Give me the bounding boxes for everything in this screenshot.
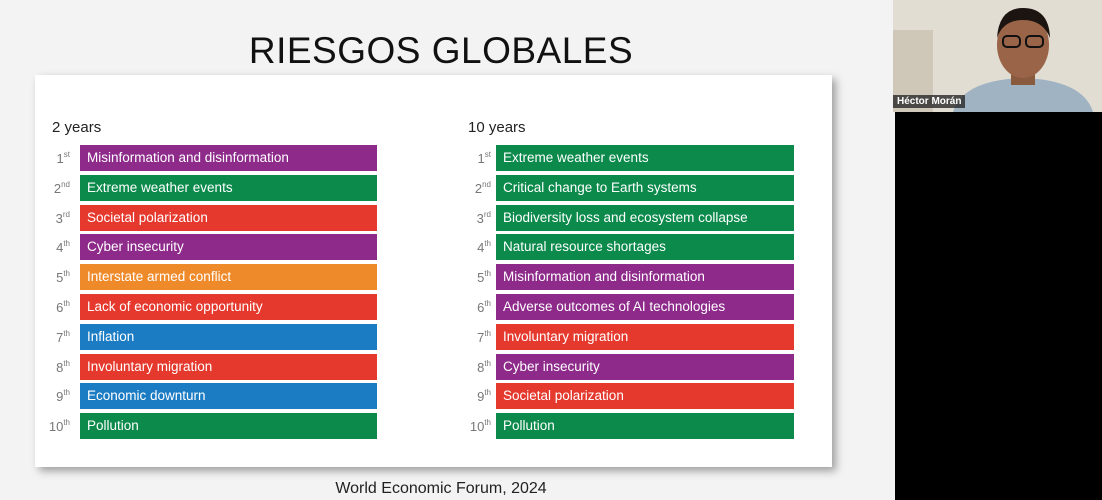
rank-suffix: nd <box>482 179 491 189</box>
rank-suffix: th <box>484 418 491 428</box>
rank-number: 7 <box>56 329 64 345</box>
slide-title: RIESGOS GLOBALES <box>248 30 634 71</box>
rank-suffix: th <box>63 388 70 398</box>
risk-bar: Adverse outcomes of AI technologies <box>496 294 794 320</box>
risk-bar: Misinformation and disinformation <box>80 145 377 171</box>
empty-video-area <box>895 112 1102 500</box>
rank: 7th <box>30 329 70 345</box>
rank: 10th <box>451 418 491 434</box>
risk-bar: Misinformation and disinformation <box>496 264 794 291</box>
risk-bar: Lack of economic opportunity <box>80 294 377 320</box>
risk-bar: Societal polarization <box>496 383 794 410</box>
rank-number: 1 <box>477 151 485 166</box>
rank: 3rd <box>451 210 491 226</box>
rank: 2nd <box>30 180 70 196</box>
participant-video <box>893 0 1102 112</box>
rank-suffix: th <box>63 269 70 279</box>
risk-bar: Biodiversity loss and ecosystem collapse <box>496 204 794 231</box>
rank-number: 4 <box>477 240 485 256</box>
rank-suffix: st <box>63 150 70 159</box>
rank-number: 9 <box>477 389 485 405</box>
rank: 8th <box>30 359 70 375</box>
rank: 5th <box>451 269 491 285</box>
rank-suffix: nd <box>61 179 70 189</box>
shirt <box>953 78 1093 112</box>
glasses-right <box>1025 35 1044 48</box>
risk-bar: Societal polarization <box>80 204 377 231</box>
rank-number: 10 <box>469 419 485 435</box>
risk-bar: Inflation <box>80 323 377 350</box>
rank: 4th <box>451 239 491 255</box>
rank-suffix: th <box>484 239 491 249</box>
rank-number: 3 <box>476 210 484 226</box>
risk-bar: Extreme weather events <box>80 174 377 201</box>
rank-number: 10 <box>48 419 64 435</box>
rank-suffix: th <box>63 358 70 368</box>
rank-suffix: st <box>484 150 491 159</box>
rank: 6th <box>30 299 70 315</box>
risk-bar: Involuntary migration <box>80 353 377 380</box>
rank-suffix: th <box>63 299 70 308</box>
rank: 9th <box>30 388 70 404</box>
column-heading: 10 years <box>468 119 526 136</box>
rank-suffix: th <box>63 239 70 249</box>
participant-name: Héctor Morán <box>893 95 966 108</box>
risk-bar: Economic downturn <box>80 383 377 410</box>
rank-number: 4 <box>56 240 64 256</box>
rank: 5th <box>30 269 70 285</box>
rank-number: 5 <box>477 270 485 286</box>
rank: 1st <box>30 150 70 166</box>
slide-source: World Economic Forum, 2024 <box>335 480 547 497</box>
glasses-left <box>1002 35 1021 48</box>
risk-bar: Critical change to Earth systems <box>496 174 794 201</box>
rank: 3rd <box>30 210 70 226</box>
rank: 8th <box>451 359 491 375</box>
rank-number: 3 <box>55 210 63 226</box>
rank-suffix: th <box>484 388 491 398</box>
risk-bar: Interstate armed conflict <box>80 264 377 291</box>
video-tile: Héctor Morán <box>893 0 1102 112</box>
risk-bar: Pollution <box>80 413 377 440</box>
rank: 1st <box>451 150 491 166</box>
rank: 4th <box>30 239 70 255</box>
rank: 6th <box>451 299 491 315</box>
risk-bar: Involuntary migration <box>496 323 794 350</box>
rank: 2nd <box>451 180 491 196</box>
risk-bar: Cyber insecurity <box>80 234 377 261</box>
face <box>997 12 1049 78</box>
column-heading: 2 years <box>52 119 102 136</box>
rank: 10th <box>30 418 70 434</box>
rank-suffix: th <box>484 299 491 308</box>
rank-number: 2 <box>474 180 483 196</box>
slide-panel: 2 years 1st Misinformation and disinformat… <box>35 75 832 467</box>
rank-number: 1 <box>56 151 64 166</box>
rank-suffix: th <box>484 328 491 338</box>
hair <box>997 8 1050 38</box>
rank-suffix: rd <box>483 209 491 219</box>
rank: 9th <box>451 388 491 404</box>
rank-number: 6 <box>477 300 485 315</box>
risk-bar: Natural resource shortages <box>496 234 794 261</box>
rank-number: 8 <box>477 359 485 375</box>
rank-number: 8 <box>56 359 64 375</box>
rank-number: 6 <box>56 300 64 315</box>
rank-number: 7 <box>477 329 485 345</box>
rank-suffix: rd <box>62 209 70 219</box>
rank-suffix: th <box>484 358 491 368</box>
rank-suffix: th <box>63 418 70 428</box>
rank-number: 2 <box>53 180 62 196</box>
risk-bar: Extreme weather events <box>496 145 794 171</box>
rank-number: 9 <box>56 389 64 405</box>
rank-number: 5 <box>56 270 64 286</box>
rank: 7th <box>451 329 491 345</box>
rank-suffix: th <box>63 328 70 338</box>
rank-suffix: th <box>484 269 491 279</box>
risk-bar: Cyber insecurity <box>496 353 794 380</box>
risk-bar: Pollution <box>496 413 794 440</box>
